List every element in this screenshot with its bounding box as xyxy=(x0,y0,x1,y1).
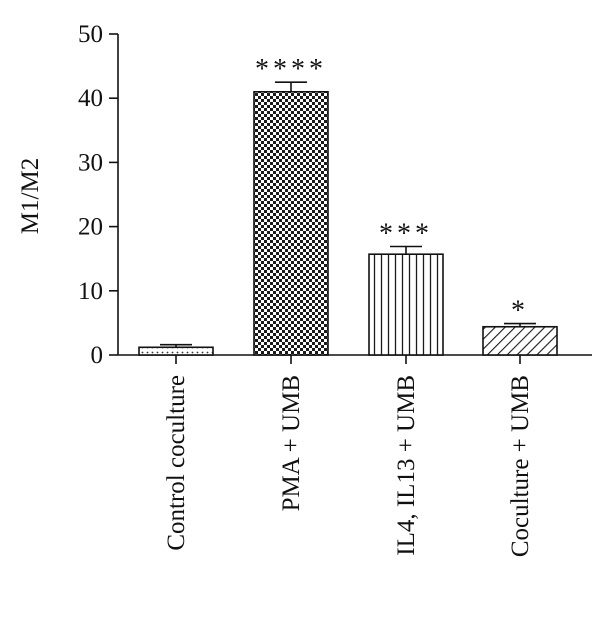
y-axis-title: M1/M2 xyxy=(17,158,44,234)
y-tick-label: 20 xyxy=(78,214,103,241)
y-tick-label: 0 xyxy=(91,342,104,369)
y-tick-label: 10 xyxy=(78,278,103,305)
bar xyxy=(253,90,329,356)
category-label: IL4, IL13 + UMB xyxy=(393,375,420,556)
category-label: PMA + UMB xyxy=(278,375,305,511)
y-tick-label: 30 xyxy=(78,149,103,176)
x-axis-ticks xyxy=(175,355,521,364)
bar xyxy=(138,346,214,356)
category-labels: Control coculture PMA + UMB IL4, IL13 + UM… xyxy=(163,375,534,557)
significance-marker: * xyxy=(511,296,529,327)
y-tick-label: 40 xyxy=(78,85,103,112)
significance-marker: *** xyxy=(379,219,433,250)
error-bars-group xyxy=(160,81,536,348)
category-label: Control coculture xyxy=(163,375,190,551)
bar xyxy=(368,253,444,356)
significance-group: ******** xyxy=(255,54,529,327)
y-tick-label: 50 xyxy=(78,21,103,48)
y-axis-ticks: 0 10 20 30 40 50 xyxy=(78,21,118,369)
category-label: Coculture + UMB xyxy=(507,375,534,557)
bars-group xyxy=(138,90,558,356)
significance-marker: **** xyxy=(255,54,327,85)
bar xyxy=(482,325,558,356)
